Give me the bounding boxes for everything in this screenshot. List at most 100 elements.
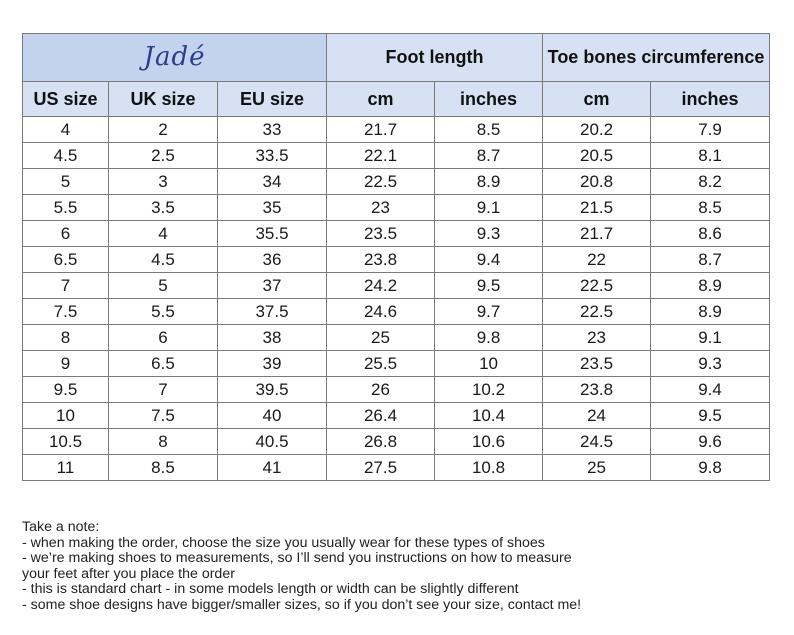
cell-eu-size: 36 bbox=[216, 246, 328, 273]
cell-toe-cm: 25 bbox=[542, 454, 652, 481]
cell-foot-cm: 26.8 bbox=[326, 428, 436, 455]
col-header-foot-cm: cm bbox=[326, 81, 436, 117]
cell-us-size: 4.5 bbox=[22, 142, 109, 169]
cell-foot-inches: 9.7 bbox=[434, 298, 544, 325]
cell-foot-inches: 9.8 bbox=[434, 324, 544, 351]
cell-us-size: 5 bbox=[22, 168, 109, 195]
note-line: - some shoe designs have bigger/smaller … bbox=[22, 596, 582, 613]
cell-eu-size: 40.5 bbox=[216, 428, 328, 455]
cell-foot-cm: 27.5 bbox=[326, 454, 436, 481]
cell-eu-size: 35 bbox=[216, 194, 328, 221]
table-row: 9.5 7 39.5 26 10.2 23.8 9.4 bbox=[22, 376, 771, 403]
table-row: 7.5 5.5 37.5 24.6 9.7 22.5 8.9 bbox=[22, 298, 771, 325]
cell-foot-cm: 21.7 bbox=[326, 116, 436, 143]
size-chart-table: Jadé Foot length Toe bones circumference… bbox=[21, 33, 771, 481]
cell-toe-cm: 22.5 bbox=[542, 272, 652, 299]
cell-eu-size: 39.5 bbox=[216, 376, 328, 403]
cell-toe-cm: 23.8 bbox=[542, 376, 652, 403]
col-header-uk-size: UK size bbox=[108, 81, 218, 117]
table-row: 6 4 35.5 23.5 9.3 21.7 8.6 bbox=[22, 220, 771, 247]
cell-foot-inches: 10.6 bbox=[434, 428, 544, 455]
cell-toe-cm: 23.5 bbox=[542, 350, 652, 377]
cell-toe-cm: 23 bbox=[542, 324, 652, 351]
cell-eu-size: 37.5 bbox=[216, 298, 328, 325]
col-header-eu-size: EU size bbox=[216, 81, 328, 117]
table-row: 5 3 34 22.5 8.9 20.8 8.2 bbox=[22, 168, 771, 195]
cell-us-size: 9.5 bbox=[22, 376, 109, 403]
table-row: 4 2 33 21.7 8.5 20.2 7.9 bbox=[22, 116, 771, 143]
cell-foot-cm: 24.6 bbox=[326, 298, 436, 325]
cell-foot-cm: 25.5 bbox=[326, 350, 436, 377]
cell-foot-cm: 23.5 bbox=[326, 220, 436, 247]
cell-foot-inches: 9.1 bbox=[434, 194, 544, 221]
cell-eu-size: 35.5 bbox=[216, 220, 328, 247]
cell-toe-inches: 9.3 bbox=[650, 350, 771, 377]
note-line: - we’re making shoes to measurements, so… bbox=[22, 550, 572, 567]
note-line: your feet after you place the order bbox=[22, 565, 235, 582]
col-header-us-size: US size bbox=[22, 81, 109, 117]
cell-foot-cm: 22.5 bbox=[326, 168, 436, 195]
cell-foot-cm: 23 bbox=[326, 194, 436, 221]
cell-uk-size: 3.5 bbox=[108, 194, 218, 221]
cell-eu-size: 39 bbox=[216, 350, 328, 377]
cell-foot-cm: 24.2 bbox=[326, 272, 436, 299]
cell-uk-size: 7.5 bbox=[108, 402, 218, 429]
cell-toe-inches: 9.8 bbox=[650, 454, 771, 481]
table-row: 5.5 3.5 35 23 9.1 21.5 8.5 bbox=[22, 194, 771, 221]
cell-foot-inches: 9.5 bbox=[434, 272, 544, 299]
table-row: 8 6 38 25 9.8 23 9.1 bbox=[22, 324, 771, 351]
cell-uk-size: 2.5 bbox=[108, 142, 218, 169]
cell-foot-inches: 10.8 bbox=[434, 454, 544, 481]
toe-bones-header: Toe bones circumference bbox=[542, 33, 771, 82]
cell-eu-size: 37 bbox=[216, 272, 328, 299]
cell-toe-cm: 21.5 bbox=[542, 194, 652, 221]
cell-foot-cm: 22.1 bbox=[326, 142, 436, 169]
cell-eu-size: 33 bbox=[216, 116, 328, 143]
cell-foot-cm: 23.8 bbox=[326, 246, 436, 273]
cell-uk-size: 3 bbox=[108, 168, 218, 195]
cell-us-size: 10 bbox=[22, 402, 109, 429]
size-rows: 4 2 33 21.7 8.5 20.2 7.9 4.5 2.5 33.5 22.1 8.7 20.5 8… bbox=[22, 116, 771, 481]
cell-toe-cm: 22.5 bbox=[542, 298, 652, 325]
cell-uk-size: 7 bbox=[108, 376, 218, 403]
cell-toe-inches: 8.2 bbox=[650, 168, 771, 195]
cell-foot-cm: 26.4 bbox=[326, 402, 436, 429]
cell-toe-cm: 22 bbox=[542, 246, 652, 273]
cell-toe-inches: 7.9 bbox=[650, 116, 771, 143]
cell-us-size: 5.5 bbox=[22, 194, 109, 221]
cell-foot-cm: 26 bbox=[326, 376, 436, 403]
cell-us-size: 10.5 bbox=[22, 428, 109, 455]
cell-us-size: 6.5 bbox=[22, 246, 109, 273]
cell-eu-size: 38 bbox=[216, 324, 328, 351]
cell-uk-size: 6 bbox=[108, 324, 218, 351]
cell-foot-inches: 8.5 bbox=[434, 116, 544, 143]
cell-toe-inches: 8.5 bbox=[650, 194, 771, 221]
col-header-toe-cm: cm bbox=[542, 81, 652, 117]
cell-foot-inches: 10.2 bbox=[434, 376, 544, 403]
cell-eu-size: 33.5 bbox=[216, 142, 328, 169]
cell-uk-size: 2 bbox=[108, 116, 218, 143]
cell-uk-size: 6.5 bbox=[108, 350, 218, 377]
table-row: 10.5 8 40.5 26.8 10.6 24.5 9.6 bbox=[22, 428, 771, 455]
cell-foot-inches: 10.4 bbox=[434, 402, 544, 429]
cell-us-size: 7 bbox=[22, 272, 109, 299]
table-row: 7 5 37 24.2 9.5 22.5 8.9 bbox=[22, 272, 771, 299]
cell-uk-size: 5 bbox=[108, 272, 218, 299]
cell-toe-inches: 9.6 bbox=[650, 428, 771, 455]
cell-toe-inches: 9.5 bbox=[650, 402, 771, 429]
cell-eu-size: 34 bbox=[216, 168, 328, 195]
cell-uk-size: 4.5 bbox=[108, 246, 218, 273]
table-row: 9 6.5 39 25.5 10 23.5 9.3 bbox=[22, 350, 771, 377]
note-line: - when making the order, choose the size… bbox=[22, 534, 545, 551]
cell-us-size: 9 bbox=[22, 350, 109, 377]
cell-toe-cm: 20.5 bbox=[542, 142, 652, 169]
column-header-row: US size UK size EU size cm inches cm inc… bbox=[22, 81, 771, 117]
cell-foot-inches: 9.3 bbox=[434, 220, 544, 247]
cell-toe-inches: 9.1 bbox=[650, 324, 771, 351]
foot-length-header: Foot length bbox=[326, 33, 544, 82]
cell-toe-inches: 8.9 bbox=[650, 272, 771, 299]
note-line: - this is standard chart - in some model… bbox=[22, 581, 519, 598]
cell-us-size: 11 bbox=[22, 454, 109, 481]
cell-us-size: 7.5 bbox=[22, 298, 109, 325]
cell-foot-inches: 9.4 bbox=[434, 246, 544, 273]
